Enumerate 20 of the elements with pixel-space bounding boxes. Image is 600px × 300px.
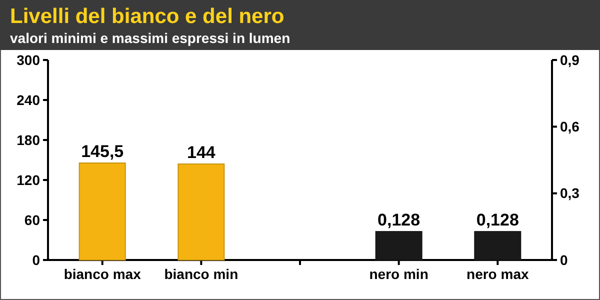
- y-tick-label: 180: [16, 132, 40, 148]
- y2-tick-label: 0,3: [560, 185, 580, 202]
- y2-tick-label: 0,6: [560, 118, 580, 135]
- data-label: 144: [186, 143, 216, 162]
- data-label: 0,128: [378, 210, 420, 230]
- y-tick-label: 120: [16, 172, 40, 188]
- chart-subtitle: valori minimi e massimi espressi in lumen: [10, 30, 290, 46]
- y2-tick-label: 0: [560, 252, 568, 268]
- x-tick-label: nero max: [466, 266, 529, 282]
- x-tick-label: bianco max: [64, 266, 142, 282]
- x-tick-label: bianco min: [164, 266, 238, 282]
- data-label: 0,128: [476, 210, 519, 230]
- y-tick-label: 0: [32, 252, 40, 268]
- chart-title: Livelli del bianco e del nero: [10, 5, 284, 28]
- data-label: 145,5: [81, 142, 124, 161]
- y-tick-label: 60: [24, 212, 40, 228]
- x-tick-label: nero min: [369, 266, 428, 282]
- y-tick-label: 300: [16, 52, 40, 68]
- y2-tick-label: 0,9: [560, 52, 580, 68]
- y-tick-label: 240: [16, 92, 40, 108]
